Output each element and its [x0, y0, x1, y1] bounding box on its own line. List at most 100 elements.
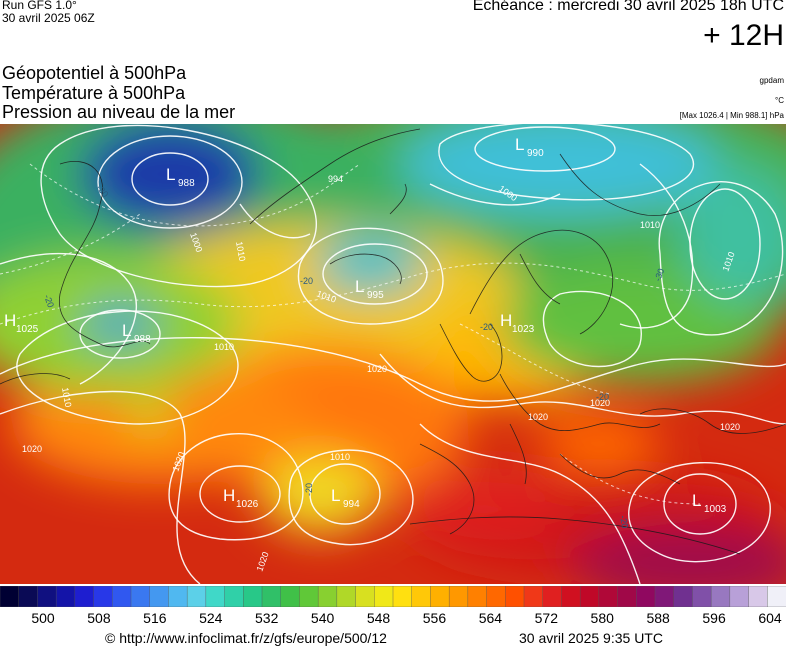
svg-text:L: L	[692, 491, 701, 510]
isobar-label: 1010	[234, 241, 247, 262]
pressure-center-label: L 990	[515, 135, 544, 159]
svg-text:H: H	[500, 311, 512, 330]
svg-text:990: 990	[527, 148, 544, 159]
color-scale-swatch	[37, 586, 57, 607]
layer-title-geopotential: Géopotentiel à 500hPa	[2, 63, 187, 83]
isobar-label: 1020	[22, 444, 42, 454]
pressure-center-label: L 1003	[692, 491, 727, 515]
color-scale-swatch	[430, 586, 450, 607]
color-scale-labels: 500 508 516 524 532 540 548 556 564 572 580 588 596 6…	[0, 610, 786, 626]
temperature-label: -20	[300, 276, 313, 286]
isobar-label: 1020	[590, 398, 610, 408]
temperature-label: -20	[618, 515, 630, 530]
color-scale-tick-label: 564	[478, 610, 503, 626]
isobar-label: 1010	[214, 342, 234, 352]
color-scale-swatch	[448, 586, 469, 607]
svg-text:1003: 1003	[704, 504, 727, 515]
color-scale-bar	[0, 586, 786, 607]
color-scale-swatch	[767, 586, 786, 607]
svg-text:1026: 1026	[236, 499, 259, 510]
color-scale-tick-label: 540	[310, 610, 335, 626]
temperature-label: -20	[304, 483, 314, 496]
pressure-center-label: H 1023	[500, 311, 535, 335]
isobar-lines	[0, 124, 786, 584]
svg-text:995: 995	[367, 290, 384, 301]
pressure-center-label: H 1025	[4, 311, 39, 335]
color-scale-swatch	[411, 586, 432, 607]
color-scale-swatch	[636, 586, 656, 607]
color-scale-swatch	[168, 586, 188, 607]
color-scale-swatch	[280, 586, 301, 607]
color-scale-swatch	[505, 586, 525, 607]
color-scale-swatch	[0, 586, 20, 607]
footer-source-url: © http://www.infoclimat.fr/z/gfs/europe/…	[105, 630, 387, 646]
color-scale-tick-label: 516	[143, 610, 167, 626]
color-scale-swatch	[392, 586, 413, 607]
temperature-isotherms	[0, 163, 786, 505]
color-scale-swatch	[18, 586, 39, 607]
svg-text:1025: 1025	[16, 324, 39, 335]
color-scale-swatch	[74, 586, 95, 607]
color-scale-swatch	[224, 586, 245, 607]
color-scale-swatch	[523, 586, 544, 607]
forecast-valid-time: Echéance : mercredi 30 avril 2025 18h UT…	[472, 0, 784, 14]
temperature-label: -30	[652, 267, 666, 283]
color-scale-swatch	[205, 586, 226, 607]
color-scale-tick-label: 604	[758, 610, 782, 626]
color-scale-tick-label: 548	[366, 610, 391, 626]
color-scale-swatch	[186, 586, 207, 607]
pressure-center-label: L 988	[166, 165, 195, 189]
color-scale-swatch	[598, 586, 619, 607]
color-scale-tick-label: 556	[422, 610, 447, 626]
isobar-label: 1020	[367, 364, 387, 374]
footer-generated-date: 30 avril 2025 9:35 UTC	[519, 630, 663, 646]
color-scale-tick-label: 580	[590, 610, 614, 626]
pressure-center-label: L 994	[331, 486, 360, 510]
color-scale-tick-label: 508	[87, 610, 111, 626]
color-scale-swatch	[55, 586, 76, 607]
color-scale-swatch	[355, 586, 376, 607]
isobar-label: 1020	[528, 412, 548, 422]
layer-title-pressure: Pression au niveau de la mer	[2, 102, 236, 122]
isobar-label: 1010	[330, 452, 350, 462]
color-scale-swatch	[336, 586, 357, 607]
temperature-label: -20	[480, 322, 493, 332]
svg-text:L: L	[355, 277, 364, 296]
layer-title-temperature: Température à 500hPa	[2, 83, 186, 103]
isobar-label: 1010	[60, 387, 73, 408]
temperature-label: -20	[596, 392, 609, 402]
unit-temperature: °C	[775, 96, 784, 105]
svg-text:H: H	[4, 311, 16, 330]
color-scale-tick-label: 532	[255, 610, 279, 626]
unit-geopotential: gpdam	[759, 76, 784, 85]
run-date: 30 avril 2025 06Z	[2, 11, 95, 25]
temperature-labels: -30 -20 -20 -20 -20 -30 -20 -20	[42, 183, 666, 529]
pressure-range: [Max 1026.4 | Min 988.1] hPa	[679, 111, 784, 120]
temperature-label: -20	[42, 293, 56, 309]
color-scale-swatch	[299, 586, 319, 607]
svg-text:L: L	[515, 135, 524, 154]
coastlines	[0, 128, 786, 555]
color-scale-tick-label: 572	[534, 610, 558, 626]
svg-text:L: L	[166, 165, 175, 184]
color-scale-swatch	[692, 586, 712, 607]
color-scale-tick-label: 588	[646, 610, 670, 626]
color-scale-swatch	[261, 586, 282, 607]
pressure-center-label: H 1026	[223, 486, 259, 510]
color-scale-swatch	[243, 586, 263, 607]
color-scale-swatch	[561, 586, 581, 607]
color-scale-swatch	[579, 586, 600, 607]
svg-text:L: L	[122, 321, 131, 340]
svg-text:L: L	[331, 486, 340, 505]
svg-text:H: H	[223, 486, 235, 505]
svg-text:994: 994	[343, 499, 360, 510]
svg-text:988: 988	[134, 334, 151, 345]
color-scale-swatch	[130, 586, 151, 607]
isobar-label: 994	[328, 174, 343, 184]
color-scale-swatch	[729, 586, 750, 607]
run-label: Run GFS 1.0°	[2, 0, 77, 12]
pressure-center-label: L 988	[122, 321, 151, 345]
color-scale-swatch	[654, 586, 675, 607]
svg-text:1023: 1023	[512, 324, 535, 335]
